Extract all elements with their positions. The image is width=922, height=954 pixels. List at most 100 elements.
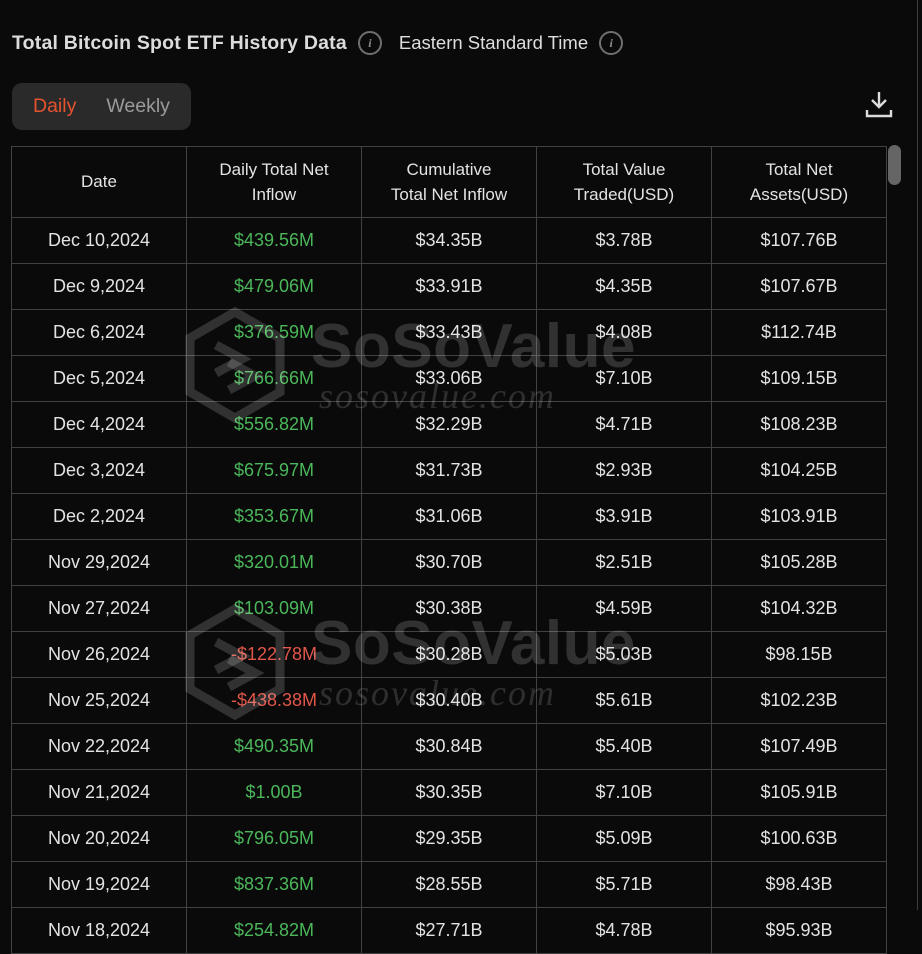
cell-net-assets: $107.67B xyxy=(711,263,887,310)
cell-net-assets: $98.15B xyxy=(711,631,887,678)
cell-date: Dec 10,2024 xyxy=(11,217,187,264)
table-row: Nov 27,2024 $103.09M $30.38B $4.59B $104.32B xyxy=(11,585,887,632)
cell-date: Nov 19,2024 xyxy=(11,861,187,908)
timezone-info-icon[interactable]: i xyxy=(599,31,624,55)
cell-net-assets: $112.74B xyxy=(711,309,887,356)
bitcoin-etf-history-widget: Total Bitcoin Spot ETF History Data i Ea… xyxy=(11,0,918,954)
table-row: Nov 18,2024 $254.82M $27.71B $4.78B $95.93B xyxy=(11,907,887,954)
table-row: Nov 26,2024 -$122.78M $30.28B $5.03B $98.15B xyxy=(11,631,887,678)
cell-cumulative-net-inflow: $30.84B xyxy=(361,723,537,770)
table-row: Nov 29,2024 $320.01M $30.70B $2.51B $105.28B xyxy=(11,539,887,586)
cell-net-assets: $107.76B xyxy=(711,217,887,264)
cell-cumulative-net-inflow: $29.35B xyxy=(361,815,537,862)
cell-cumulative-net-inflow: $30.40B xyxy=(361,677,537,724)
cell-daily-net-inflow: $353.67M xyxy=(186,493,362,540)
cell-net-assets: $100.63B xyxy=(711,815,887,862)
cell-date: Nov 20,2024 xyxy=(11,815,187,862)
cell-value-traded: $3.91B xyxy=(536,493,712,540)
header-bar: Total Bitcoin Spot ETF History Data i Ea… xyxy=(12,29,624,57)
cell-date: Nov 29,2024 xyxy=(11,539,187,586)
cell-date: Dec 2,2024 xyxy=(11,493,187,540)
cell-daily-net-inflow: $796.05M xyxy=(186,815,362,862)
table-row: Nov 22,2024 $490.35M $30.84B $5.40B $107.49B xyxy=(11,723,887,770)
cell-date: Nov 26,2024 xyxy=(11,631,187,678)
etf-history-table: Date Daily Total Net Inflow Cumulative Tot… xyxy=(11,146,887,954)
cell-date: Nov 21,2024 xyxy=(11,769,187,816)
cell-net-assets: $98.43B xyxy=(711,861,887,908)
cell-daily-net-inflow: $320.01M xyxy=(186,539,362,586)
table-row: Nov 19,2024 $837.36M $28.55B $5.71B $98.43B xyxy=(11,861,887,908)
cell-daily-net-inflow: $254.82M xyxy=(186,907,362,954)
cell-daily-net-inflow: $103.09M xyxy=(186,585,362,632)
cell-value-traded: $7.10B xyxy=(536,769,712,816)
cell-cumulative-net-inflow: $32.29B xyxy=(361,401,537,448)
tab-weekly[interactable]: Weekly xyxy=(106,95,170,117)
cell-daily-net-inflow: $479.06M xyxy=(186,263,362,310)
cell-net-assets: $104.25B xyxy=(711,447,887,494)
cell-date: Nov 18,2024 xyxy=(11,907,187,954)
table-row: Dec 2,2024 $353.67M $31.06B $3.91B $103.91B xyxy=(11,493,887,540)
cell-value-traded: $3.78B xyxy=(536,217,712,264)
cell-value-traded: $5.40B xyxy=(536,723,712,770)
table-header-row: Date Daily Total Net Inflow Cumulative Tot… xyxy=(11,146,887,218)
cell-cumulative-net-inflow: $33.43B xyxy=(361,309,537,356)
cell-value-traded: $4.71B xyxy=(536,401,712,448)
cell-daily-net-inflow: $837.36M xyxy=(186,861,362,908)
cell-net-assets: $107.49B xyxy=(711,723,887,770)
title-info-icon[interactable]: i xyxy=(357,31,382,55)
cell-date: Dec 3,2024 xyxy=(11,447,187,494)
table-row: Nov 25,2024 -$438.38M $30.40B $5.61B $102.23… xyxy=(11,677,887,724)
cell-date: Dec 9,2024 xyxy=(11,263,187,310)
column-header-daily-net-inflow: Daily Total Net Inflow xyxy=(186,146,362,218)
cell-date: Dec 5,2024 xyxy=(11,355,187,402)
cell-value-traded: $2.51B xyxy=(536,539,712,586)
download-button[interactable] xyxy=(862,88,896,122)
cell-cumulative-net-inflow: $28.55B xyxy=(361,861,537,908)
cell-value-traded: $4.59B xyxy=(536,585,712,632)
cell-cumulative-net-inflow: $27.71B xyxy=(361,907,537,954)
interval-tabs: Daily Weekly xyxy=(12,83,191,130)
cell-cumulative-net-inflow: $31.73B xyxy=(361,447,537,494)
cell-cumulative-net-inflow: $30.28B xyxy=(361,631,537,678)
cell-cumulative-net-inflow: $30.35B xyxy=(361,769,537,816)
table-row: Dec 4,2024 $556.82M $32.29B $4.71B $108.23B xyxy=(11,401,887,448)
cell-date: Nov 25,2024 xyxy=(11,677,187,724)
cell-daily-net-inflow: $439.56M xyxy=(186,217,362,264)
cell-net-assets: $109.15B xyxy=(711,355,887,402)
column-header-value-traded: Total Value Traded(USD) xyxy=(536,146,712,218)
cell-value-traded: $5.71B xyxy=(536,861,712,908)
cell-value-traded: $2.93B xyxy=(536,447,712,494)
page-title: Total Bitcoin Spot ETF History Data xyxy=(12,31,347,54)
cell-daily-net-inflow: $490.35M xyxy=(186,723,362,770)
download-icon xyxy=(865,92,893,118)
cell-value-traded: $5.03B xyxy=(536,631,712,678)
cell-net-assets: $104.32B xyxy=(711,585,887,632)
cell-cumulative-net-inflow: $30.70B xyxy=(361,539,537,586)
table-row: Dec 3,2024 $675.97M $31.73B $2.93B $104.25B xyxy=(11,447,887,494)
cell-daily-net-inflow: $556.82M xyxy=(186,401,362,448)
tab-daily[interactable]: Daily xyxy=(33,95,77,117)
cell-net-assets: $102.23B xyxy=(711,677,887,724)
scrollbar-thumb[interactable] xyxy=(888,145,901,185)
table-row: Dec 6,2024 $376.59M $33.43B $4.08B $112.74B xyxy=(11,309,887,356)
cell-date: Nov 27,2024 xyxy=(11,585,187,632)
table-row: Nov 20,2024 $796.05M $29.35B $5.09B $100.63B xyxy=(11,815,887,862)
cell-net-assets: $108.23B xyxy=(711,401,887,448)
cell-value-traded: $4.35B xyxy=(536,263,712,310)
cell-daily-net-inflow: -$122.78M xyxy=(186,631,362,678)
column-header-cumulative-net-inflow: Cumulative Total Net Inflow xyxy=(361,146,537,218)
cell-net-assets: $105.91B xyxy=(711,769,887,816)
cell-daily-net-inflow: $766.66M xyxy=(186,355,362,402)
column-header-net-assets: Total Net Assets(USD) xyxy=(711,146,887,218)
cell-date: Nov 22,2024 xyxy=(11,723,187,770)
table-row: Dec 10,2024 $439.56M $34.35B $3.78B $107.76B xyxy=(11,217,887,264)
cell-value-traded: $5.61B xyxy=(536,677,712,724)
cell-daily-net-inflow: -$438.38M xyxy=(186,677,362,724)
cell-daily-net-inflow: $675.97M xyxy=(186,447,362,494)
cell-net-assets: $95.93B xyxy=(711,907,887,954)
cell-value-traded: $5.09B xyxy=(536,815,712,862)
cell-date: Dec 6,2024 xyxy=(11,309,187,356)
cell-date: Dec 4,2024 xyxy=(11,401,187,448)
cell-net-assets: $105.28B xyxy=(711,539,887,586)
table-row: Dec 5,2024 $766.66M $33.06B $7.10B $109.15B xyxy=(11,355,887,402)
